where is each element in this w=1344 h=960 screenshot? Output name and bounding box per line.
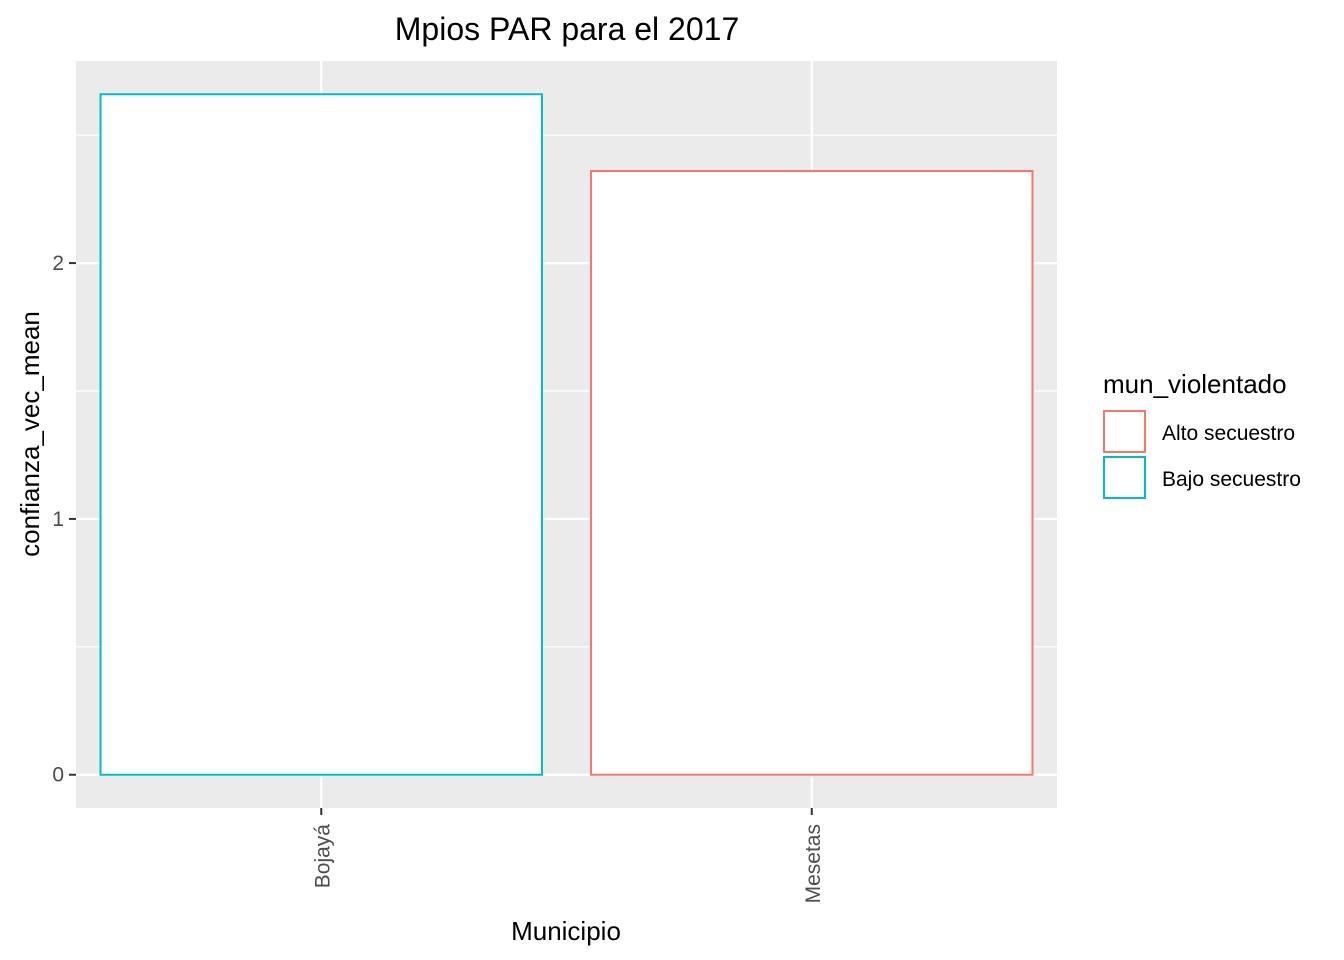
legend-key xyxy=(1103,410,1146,453)
y-axis-title: confianza_vec_mean xyxy=(15,311,45,557)
legend-title: mun_violentado xyxy=(1103,369,1287,399)
legend-key xyxy=(1103,456,1146,499)
bar xyxy=(590,170,1034,776)
y-tick-label: 2 xyxy=(52,252,64,275)
bar xyxy=(99,93,543,776)
legend: mun_violentado Alto secuestro Bajo secues… xyxy=(1103,369,1301,499)
x-axis: Bojayá Mesetas xyxy=(311,808,825,903)
x-axis-title: Municipio xyxy=(511,916,621,946)
x-tick-label: Bojayá xyxy=(311,824,334,889)
legend-label: Bajo secuestro xyxy=(1162,468,1301,491)
y-tick-label: 0 xyxy=(52,764,64,787)
y-tick-label: 1 xyxy=(52,508,64,531)
bars xyxy=(99,93,1034,776)
y-axis: 0 1 2 xyxy=(52,252,76,787)
legend-label: Alto secuestro xyxy=(1162,422,1295,445)
chart-title: Mpios PAR para el 2017 xyxy=(395,11,739,47)
x-tick-label: Mesetas xyxy=(802,824,825,903)
